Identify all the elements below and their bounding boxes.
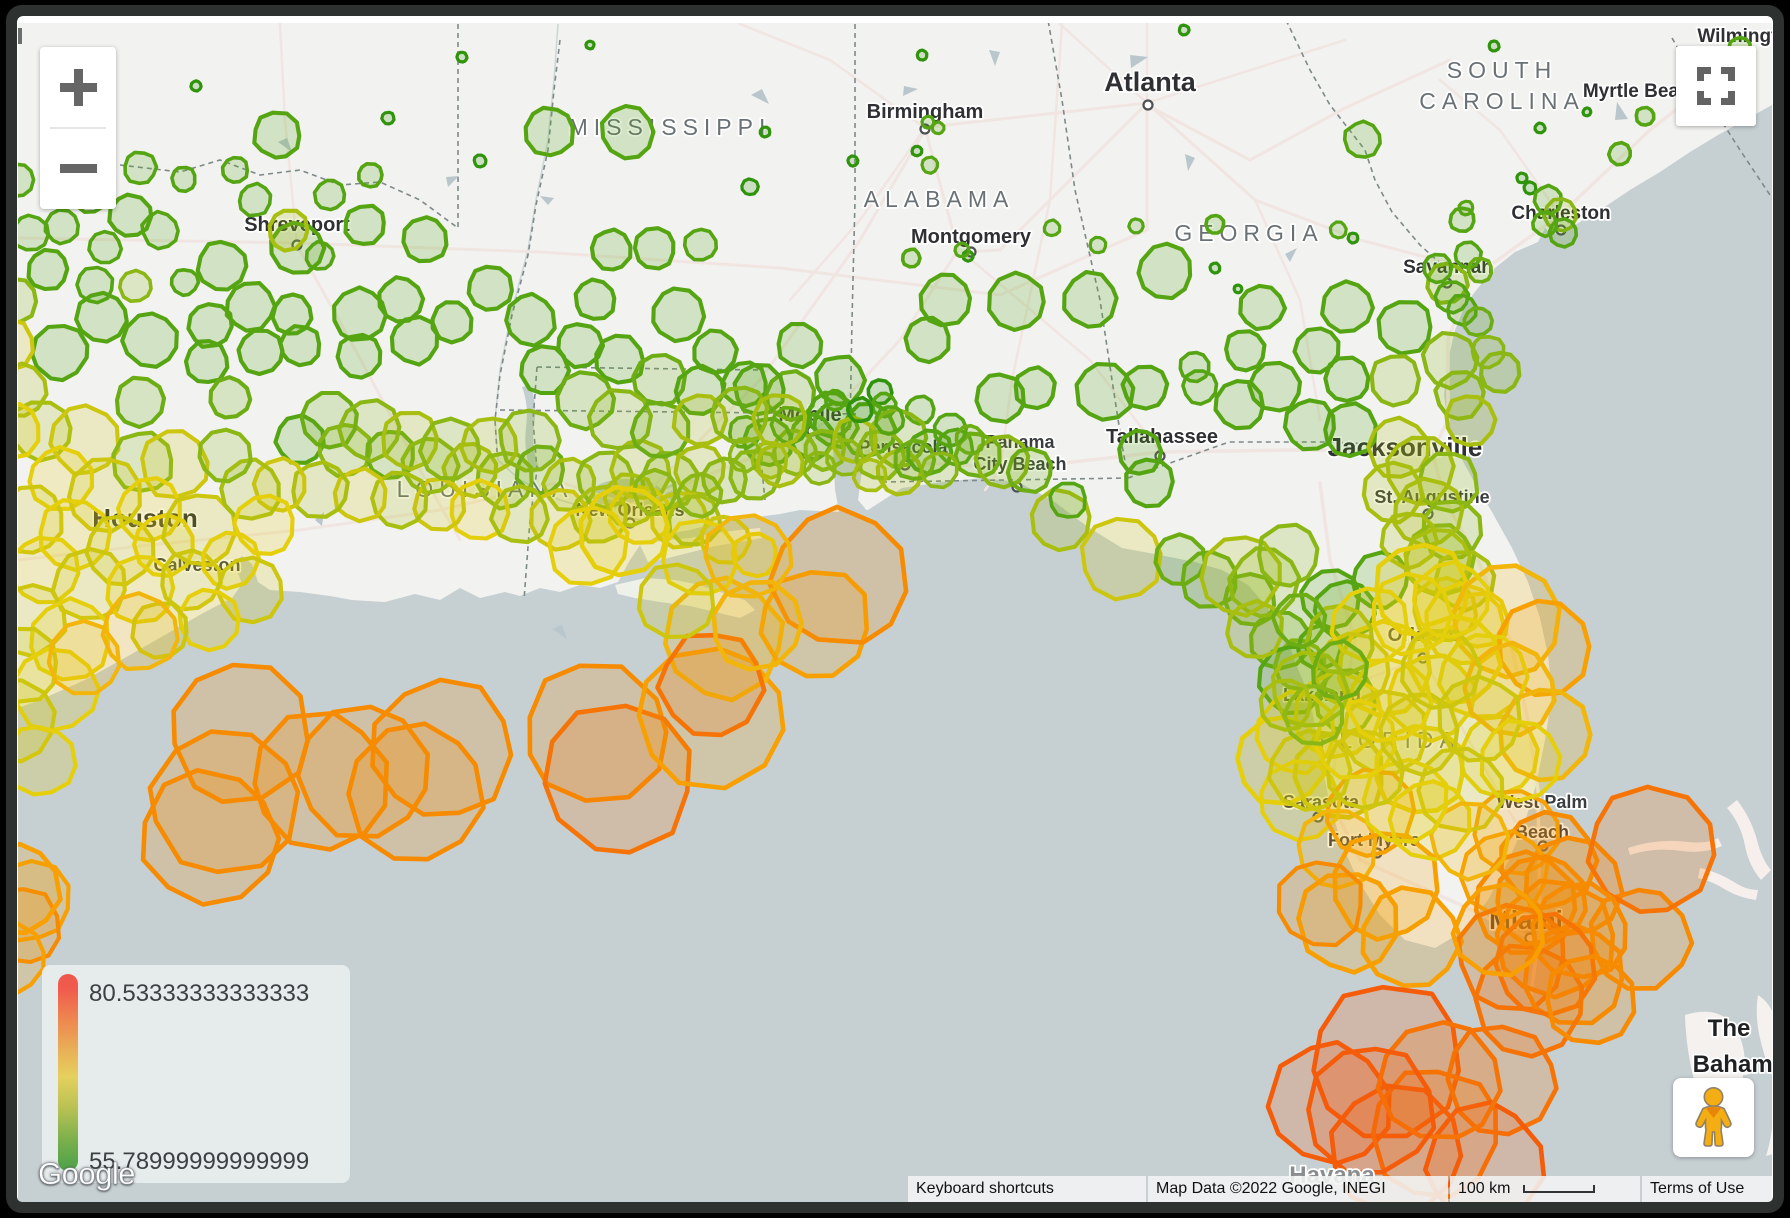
svg-text:MISSISSIPPI: MISSISSIPPI (569, 114, 772, 140)
svg-text:Wilmington: Wilmington (1697, 26, 1772, 47)
svg-text:Birmingham: Birmingham (867, 101, 984, 123)
svg-text:Montgomery: Montgomery (911, 226, 1032, 248)
svg-text:The: The (1708, 1015, 1751, 1042)
svg-text:GEORGIA: GEORGIA (1174, 220, 1323, 246)
svg-text:CAROLINA: CAROLINA (1419, 88, 1585, 114)
svg-text:SOUTH: SOUTH (1447, 57, 1558, 83)
svg-text:Bahamas: Bahamas (1693, 1051, 1772, 1078)
svg-text:Tallahassee: Tallahassee (1106, 426, 1218, 448)
svg-text:Atlanta: Atlanta (1104, 67, 1196, 97)
svg-text:ALABAMA: ALABAMA (864, 186, 1015, 212)
